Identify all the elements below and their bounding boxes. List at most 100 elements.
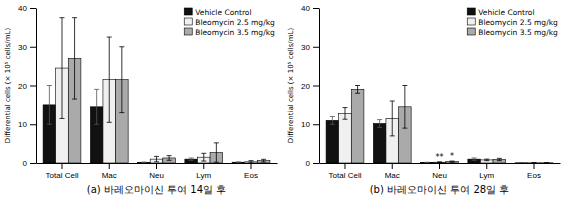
bar <box>232 162 245 163</box>
error-bar <box>154 156 159 161</box>
tick-label: 20 <box>18 82 27 91</box>
error-bar <box>402 86 407 129</box>
tick-label: 0 <box>306 159 311 168</box>
bar <box>421 162 434 163</box>
tick-label: Total Cell <box>329 171 362 180</box>
tick-label: Total Cell <box>46 171 79 180</box>
legend-label: Vehicle Control <box>195 8 251 17</box>
error-bar <box>107 37 112 122</box>
legend-label: Vehicle Control <box>478 8 534 17</box>
tick-mark <box>30 86 36 87</box>
plot-area <box>326 86 553 164</box>
tick: 40 <box>18 4 36 13</box>
bar <box>138 162 151 163</box>
series <box>68 18 270 163</box>
tick: 30 <box>18 43 36 52</box>
figure: 0 10 20 30 40 Total Cell Mac Neu Lym Eos Different… <box>0 0 566 199</box>
legend-item: Bleomycin 3.5 mg/kg <box>184 28 275 37</box>
tick-label: 0 <box>23 159 28 168</box>
annotation: ** <box>436 153 444 162</box>
tick: Mac <box>385 163 400 180</box>
error-bar <box>249 161 254 163</box>
bar <box>351 89 364 163</box>
legend-swatch <box>184 8 192 15</box>
error-bar <box>544 162 549 163</box>
legend-swatch <box>184 18 192 25</box>
tick: Total Cell <box>329 163 362 180</box>
tick-label: 40 <box>301 4 310 13</box>
tick-mark <box>486 163 487 169</box>
error-bar <box>236 161 241 163</box>
tick-label: 10 <box>18 120 27 129</box>
tick: Lym <box>479 163 494 180</box>
error-bar <box>119 47 124 113</box>
error-bar <box>47 86 52 125</box>
legend: Vehicle ControlBleomycin 2.5 mg/kgBleomy… <box>184 8 275 37</box>
panel: 0 10 20 30 40 Total Cell Mac Neu Lym Eos Different… <box>4 4 278 195</box>
annotation: * <box>450 152 454 161</box>
x-axis: Total Cell Mac Neu Lym Eos <box>37 163 278 180</box>
error-bar <box>261 159 266 162</box>
series <box>339 101 541 163</box>
legend-swatch <box>184 28 192 35</box>
bar <box>326 120 339 163</box>
title: (a) 바레오마이신 투여 14일 후 <box>87 184 226 195</box>
x-axis: Total CellMacNeuLymEos <box>320 163 561 180</box>
legend-item: Bleomycin 2.5 mg/kg <box>184 18 275 27</box>
tick-mark <box>313 47 319 48</box>
series <box>56 18 258 163</box>
error-bar <box>532 162 537 163</box>
error-bar <box>484 159 489 161</box>
axis-title: Differential cells (× 10⁵ cells/mL) <box>4 28 12 144</box>
tick: Mac <box>102 163 117 180</box>
tick-mark <box>313 124 319 125</box>
tick-label: Mac <box>102 171 117 180</box>
tick-label: 20 <box>301 82 310 91</box>
error-bar <box>450 161 455 162</box>
tick-label: Eos <box>244 171 258 180</box>
error-bar <box>519 162 524 163</box>
tick-mark <box>344 163 345 169</box>
legend-swatch <box>467 28 475 35</box>
axis-line <box>319 9 320 164</box>
legend-item: Vehicle Control <box>467 8 534 17</box>
tick-label: 30 <box>18 43 27 52</box>
tick: Eos <box>244 163 258 180</box>
tick-mark <box>61 163 62 169</box>
legend-item: Bleomycin 2.5 mg/kg <box>467 18 558 27</box>
error-bar <box>424 162 429 163</box>
tick-label: Neu <box>149 171 164 180</box>
plot-area <box>43 18 270 163</box>
series <box>351 86 553 164</box>
panel: 010203040Total CellMacNeuLymEosDifferent… <box>287 4 561 195</box>
tick-mark <box>313 163 319 164</box>
tick-mark <box>313 86 319 87</box>
legend-label: Bleomycin 3.5 mg/kg <box>195 28 275 37</box>
y-axis: 0 10 20 30 40 <box>301 4 319 168</box>
tick-mark <box>156 163 157 169</box>
bar <box>433 162 446 163</box>
bar <box>339 113 352 163</box>
error-bar <box>141 162 146 163</box>
title: (b) 바레오마이신 투여 28일 후 <box>370 184 510 195</box>
tick-label: Mac <box>385 171 400 180</box>
tick: Lym <box>196 163 211 180</box>
error-bar <box>355 86 360 94</box>
axis-line <box>36 9 37 164</box>
y-axis: 0 10 20 30 40 <box>18 4 36 168</box>
tick: Total Cell <box>46 163 79 180</box>
error-bar <box>94 89 99 124</box>
error-bar <box>342 108 347 120</box>
error-bar <box>214 143 219 162</box>
tick-mark <box>439 163 440 169</box>
tick-mark <box>251 163 252 169</box>
tick-mark <box>203 163 204 169</box>
tick-label: Lym <box>479 171 494 180</box>
legend-item: Bleomycin 3.5 mg/kg <box>467 28 558 37</box>
tick: 0 <box>306 159 319 168</box>
tick-label: 10 <box>301 120 310 129</box>
tick-label: Lym <box>196 171 211 180</box>
tick-label: 30 <box>301 43 310 52</box>
tick: 20 <box>18 82 36 91</box>
tick-label: 40 <box>18 4 27 13</box>
